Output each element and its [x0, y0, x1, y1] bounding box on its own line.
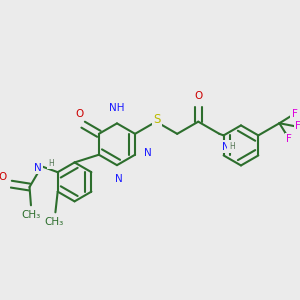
- Text: O: O: [0, 172, 7, 182]
- Text: H: H: [229, 142, 235, 151]
- Text: F: F: [292, 109, 298, 118]
- Text: N: N: [144, 148, 152, 158]
- Text: F: F: [295, 121, 300, 131]
- Text: O: O: [76, 109, 84, 119]
- Text: H: H: [48, 159, 54, 168]
- Text: CH₃: CH₃: [21, 210, 40, 220]
- Text: N: N: [222, 142, 230, 152]
- Text: N: N: [34, 163, 42, 173]
- Text: NH: NH: [109, 103, 125, 113]
- Text: O: O: [194, 91, 202, 101]
- Text: CH₃: CH₃: [44, 218, 64, 227]
- Text: S: S: [153, 113, 161, 126]
- Text: F: F: [286, 134, 292, 144]
- Text: N: N: [115, 174, 122, 184]
